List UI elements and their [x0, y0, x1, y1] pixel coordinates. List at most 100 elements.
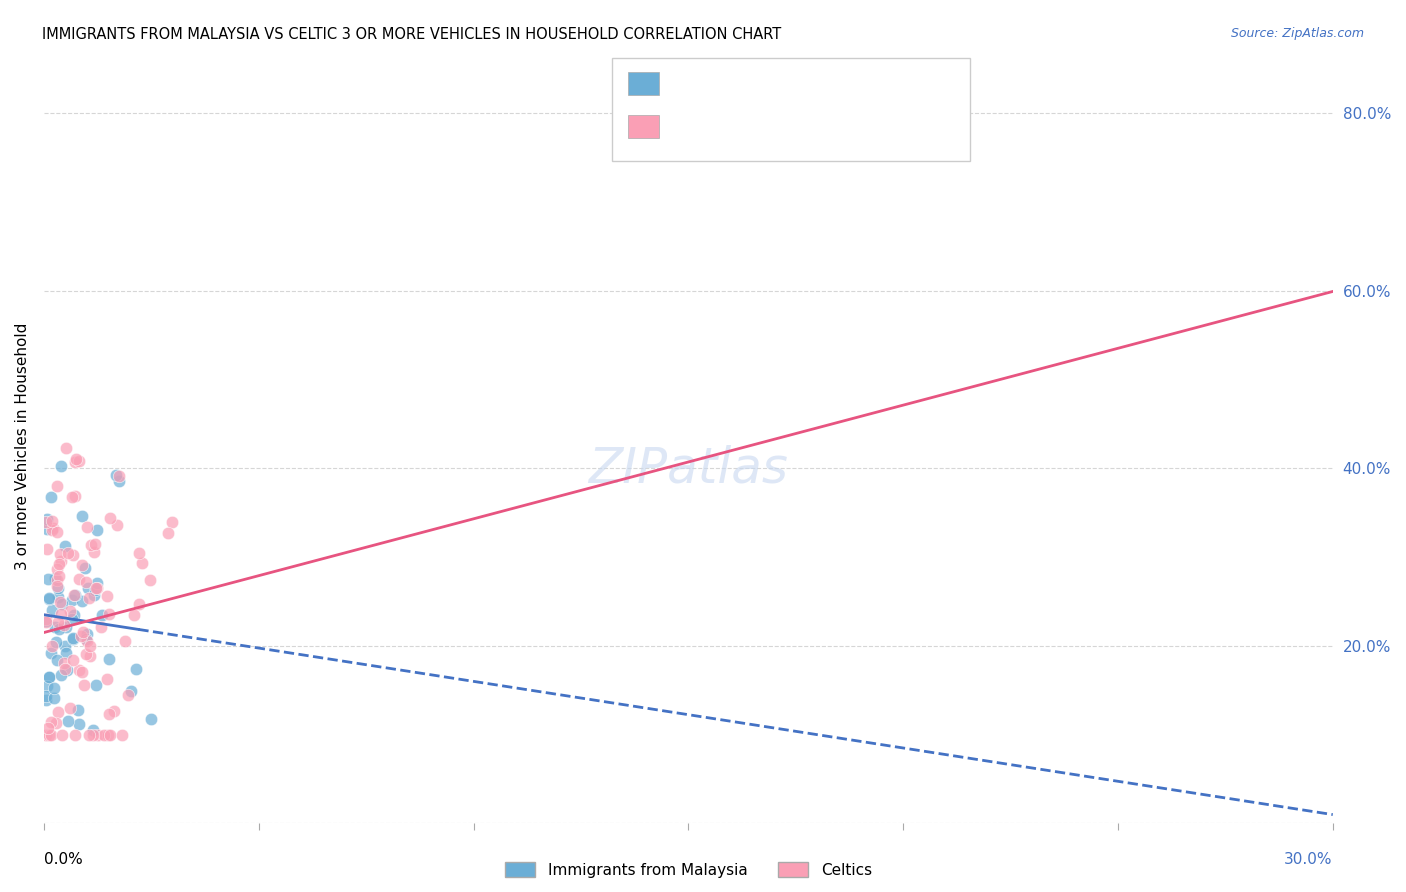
Point — [79, 649, 101, 664]
Point — [45, 479, 67, 493]
Point — [76, 520, 98, 534]
Point — [62, 653, 84, 667]
Point — [84, 537, 107, 551]
Point — [62, 588, 84, 602]
Point — [41, 640, 63, 654]
Point — [39, 715, 62, 730]
Point — [83, 589, 105, 603]
Point — [41, 523, 63, 537]
Point — [46, 562, 69, 576]
Point — [59, 604, 82, 618]
Point — [105, 518, 128, 533]
Point — [70, 629, 93, 643]
Point — [76, 627, 98, 641]
Text: R =: R = — [668, 117, 704, 135]
Point — [67, 454, 90, 468]
Point — [45, 653, 67, 667]
Point — [35, 614, 58, 628]
Text: R =: R = — [668, 74, 704, 92]
Point — [75, 647, 97, 661]
Point — [91, 608, 114, 623]
Point — [120, 684, 142, 698]
Point — [93, 728, 115, 742]
Point — [51, 728, 73, 742]
Point — [104, 467, 127, 482]
Point — [77, 728, 100, 742]
Text: IMMIGRANTS FROM MALAYSIA VS CELTIC 3 OR MORE VEHICLES IN HOUSEHOLD CORRELATION C: IMMIGRANTS FROM MALAYSIA VS CELTIC 3 OR … — [42, 27, 782, 42]
Text: Source: ZipAtlas.com: Source: ZipAtlas.com — [1230, 27, 1364, 40]
Point — [35, 612, 58, 626]
Legend: Immigrants from Malaysia, Celtics: Immigrants from Malaysia, Celtics — [499, 855, 877, 884]
Point — [44, 690, 66, 705]
Text: ZIPatlas: ZIPatlas — [588, 444, 789, 492]
Point — [67, 717, 90, 731]
Point — [41, 603, 63, 617]
Point — [44, 681, 66, 695]
Point — [53, 618, 76, 632]
Point — [96, 672, 118, 686]
Point — [65, 451, 87, 466]
Point — [84, 583, 107, 598]
Point — [80, 538, 103, 552]
Point — [35, 515, 58, 529]
Point — [51, 607, 73, 622]
Point — [108, 474, 131, 488]
Point — [45, 635, 67, 649]
Point — [97, 652, 120, 666]
Text: N =: N = — [794, 74, 831, 92]
Point — [90, 620, 112, 634]
Point — [44, 620, 66, 634]
Point — [38, 728, 60, 742]
Point — [97, 607, 120, 622]
Point — [125, 662, 148, 676]
Point — [65, 588, 87, 602]
Point — [51, 597, 73, 611]
Text: -0.116: -0.116 — [699, 74, 758, 92]
Point — [45, 573, 67, 587]
Point — [39, 647, 62, 661]
Text: 59: 59 — [825, 74, 848, 92]
Point — [38, 591, 60, 606]
Y-axis label: 3 or more Vehicles in Household: 3 or more Vehicles in Household — [15, 322, 30, 570]
Point — [48, 581, 70, 595]
Point — [46, 590, 69, 604]
Point — [55, 662, 77, 676]
Point — [66, 703, 89, 717]
Point — [86, 575, 108, 590]
Point — [51, 668, 73, 682]
Point — [60, 490, 83, 504]
Point — [37, 721, 59, 735]
Point — [82, 728, 104, 742]
Point — [124, 608, 146, 623]
Point — [72, 665, 94, 679]
Point — [138, 574, 160, 588]
Point — [82, 723, 104, 737]
Point — [67, 572, 90, 586]
Point — [75, 574, 97, 589]
Point — [86, 581, 108, 595]
Point — [49, 595, 72, 609]
Point — [48, 569, 70, 583]
Point — [86, 523, 108, 537]
Point — [98, 728, 121, 742]
Point — [79, 640, 101, 654]
Point — [108, 469, 131, 483]
Point — [63, 728, 86, 742]
Point — [48, 622, 70, 636]
Point — [39, 491, 62, 505]
Point — [62, 631, 84, 645]
Point — [55, 441, 77, 455]
Point — [73, 678, 96, 692]
Point — [96, 590, 118, 604]
Point — [63, 607, 86, 622]
Text: N =: N = — [794, 117, 831, 135]
Point — [53, 640, 76, 654]
Point — [70, 593, 93, 607]
Point — [75, 632, 97, 647]
Point — [56, 714, 79, 728]
Point — [38, 670, 60, 684]
Point — [56, 663, 79, 677]
Point — [41, 728, 63, 742]
Point — [46, 706, 69, 720]
Point — [41, 514, 63, 528]
